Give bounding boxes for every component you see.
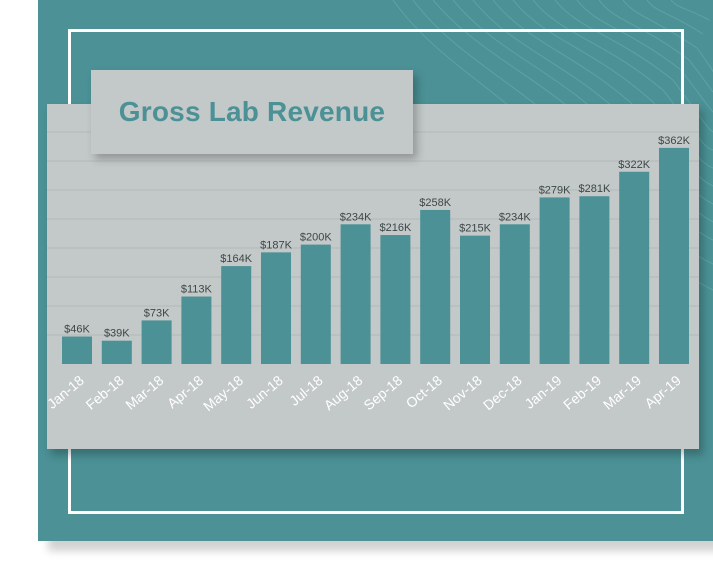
value-label: $46K (64, 324, 90, 336)
value-label: $258K (419, 197, 451, 209)
value-label: $215K (459, 223, 491, 235)
value-label: $187K (260, 239, 292, 251)
bar-jan-19 (539, 197, 570, 364)
bar-oct-18 (420, 209, 451, 364)
x-tick-label: Feb-19 (560, 372, 604, 413)
bars (62, 147, 689, 364)
bar-feb-18 (101, 340, 132, 364)
x-tick-label: Jul-18 (286, 372, 326, 409)
title-box: Gross Lab Revenue (91, 70, 413, 154)
value-label: $281K (578, 183, 610, 195)
value-label: $322K (618, 159, 650, 171)
bar-mar-19 (619, 171, 650, 364)
x-tick-label: Dec-18 (480, 372, 525, 413)
bar-feb-19 (579, 196, 610, 364)
x-tick-label: Aug-18 (321, 372, 366, 413)
bar-chart: $46K $39K $73K $113K $164K $187K $200K $234K $21… (47, 131, 699, 414)
frame-top-line (68, 29, 684, 32)
x-tick-label: May-18 (200, 372, 246, 414)
bar-aug-18 (340, 224, 371, 364)
value-labels: $46K $39K $73K $113K $164K $187K $200K $234K $21… (64, 135, 690, 340)
bar-sep-18 (380, 235, 411, 364)
x-tick-label: Apr-18 (164, 372, 207, 411)
value-label: $73K (144, 307, 170, 319)
bar-jun-18 (261, 252, 291, 364)
bar-nov-18 (460, 235, 490, 364)
x-tick-label: Oct-18 (403, 372, 446, 411)
bar-jan-18 (62, 336, 92, 364)
x-tick-label: Jun-18 (243, 372, 286, 412)
value-label: $113K (181, 284, 213, 296)
bar-apr-18 (181, 296, 212, 364)
value-label: $234K (499, 211, 531, 223)
x-tick-label: Mar-19 (600, 372, 644, 413)
x-tick-label: Jan-18 (47, 372, 87, 412)
x-tick-label: Apr-19 (641, 372, 684, 411)
bar-mar-18 (141, 320, 172, 364)
value-label: $279K (539, 184, 571, 196)
bar-jul-18 (300, 244, 331, 364)
value-label: $39K (104, 328, 130, 340)
value-label: $200K (300, 232, 332, 244)
value-label: $216K (379, 222, 411, 234)
value-label: $362K (658, 135, 690, 147)
chart-title: Gross Lab Revenue (118, 96, 386, 127)
x-tick-label: Feb-18 (82, 372, 126, 413)
x-tick-label: Mar-18 (122, 372, 166, 413)
x-tick-label: Jan-19 (521, 372, 564, 412)
bar-apr-19 (659, 147, 689, 364)
x-tick-label: Nov-18 (440, 372, 485, 413)
x-tick-label: Sep-18 (360, 372, 405, 413)
frame-bottom-line (68, 511, 684, 514)
bar-may-18 (221, 266, 252, 364)
bar-dec-18 (499, 224, 530, 364)
value-label: $234K (340, 211, 372, 223)
value-label: $164K (220, 253, 252, 265)
